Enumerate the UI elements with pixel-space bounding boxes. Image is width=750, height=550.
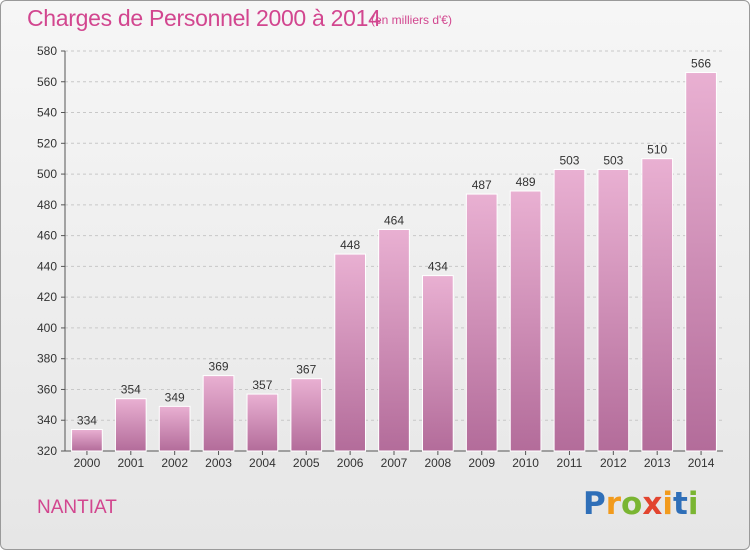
bar [597,168,630,452]
y-tick-label: 520 [37,136,57,150]
bar [509,190,542,452]
data-label: 354 [121,383,141,397]
data-label: 369 [209,360,229,374]
bar [114,398,147,452]
y-tick-label: 500 [37,167,57,181]
bar [202,375,235,452]
bar [71,428,103,452]
x-tick-label: 2000 [74,456,101,470]
x-tick-label: 2007 [381,456,408,470]
data-label: 464 [384,213,404,227]
y-tick-label: 440 [37,259,57,273]
data-label: 487 [472,178,492,192]
y-tick-label: 380 [37,352,57,366]
data-label: 357 [252,378,272,392]
data-label: 367 [296,363,316,377]
x-tick-label: 2004 [249,456,276,470]
bar [378,228,410,452]
bar [685,72,717,452]
chart-subtitle: (en milliers d'€) [371,13,452,27]
x-tick-label: 2008 [425,456,452,470]
bar [290,378,323,452]
data-label: 510 [647,143,667,157]
bar [641,158,674,452]
y-tick-label: 360 [37,382,57,396]
y-tick-label: 400 [37,321,57,335]
logo-letter: o [621,486,643,522]
y-tick-label: 560 [37,75,57,89]
data-label: 434 [428,260,448,274]
x-tick-label: 2013 [644,456,671,470]
bar [422,275,454,452]
x-tick-label: 2006 [337,456,364,470]
y-tick-label: 540 [37,106,57,120]
chart-title: Charges de Personnel 2000 à 2014 [27,5,381,31]
x-tick-label: 2012 [600,456,627,470]
x-tick-label: 2011 [557,456,583,470]
x-tick-label: 2002 [161,456,188,470]
y-tick-label: 420 [37,290,57,304]
commune-name: NANTIAT [37,497,117,518]
data-label: 489 [516,175,536,189]
data-label: 503 [559,153,579,167]
y-tick-label: 320 [37,444,57,458]
y-tick-label: 460 [37,229,57,243]
logo-letter: t [672,486,688,522]
data-label: 334 [77,413,97,427]
y-tick-label: 340 [37,413,57,427]
x-tick-label: 2001 [117,456,144,470]
x-tick-label: 2003 [205,456,232,470]
bar [553,168,586,452]
data-label: 566 [691,57,711,71]
x-tick-label: 2005 [293,456,320,470]
x-tick-label: 2009 [468,456,495,470]
logo-letter: x [642,486,663,522]
proxiti-logo: Proxiti [583,486,698,522]
data-label: 349 [165,390,185,404]
y-tick-label: 480 [37,198,57,212]
y-tick-label: 580 [37,44,57,58]
data-label: 503 [603,153,623,167]
logo-letter: r [605,486,622,522]
logo-letter: i [687,486,699,522]
bar [334,253,366,452]
bar [246,393,279,452]
x-tick-label: 2014 [688,456,715,470]
data-label: 448 [340,238,360,252]
logo-letter: i [662,486,673,522]
bar [158,405,191,452]
bar [465,193,498,452]
x-tick-label: 2010 [512,456,539,470]
logo-letter: P [583,486,606,522]
